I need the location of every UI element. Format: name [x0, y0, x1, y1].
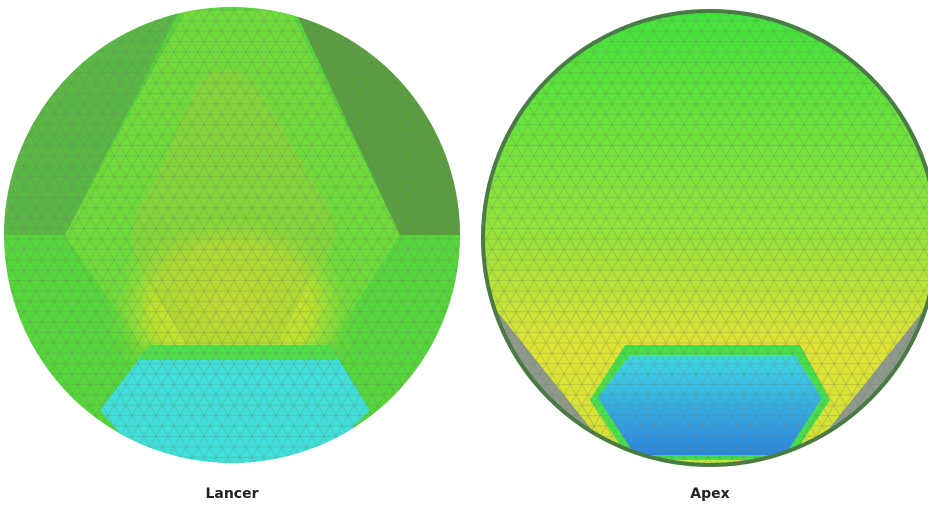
lancer-mesh: [0, 0, 464, 470]
caption: Lancer: [205, 486, 258, 502]
caption: Apex: [690, 486, 729, 502]
figure: Lancer Apex: [0, 0, 928, 508]
